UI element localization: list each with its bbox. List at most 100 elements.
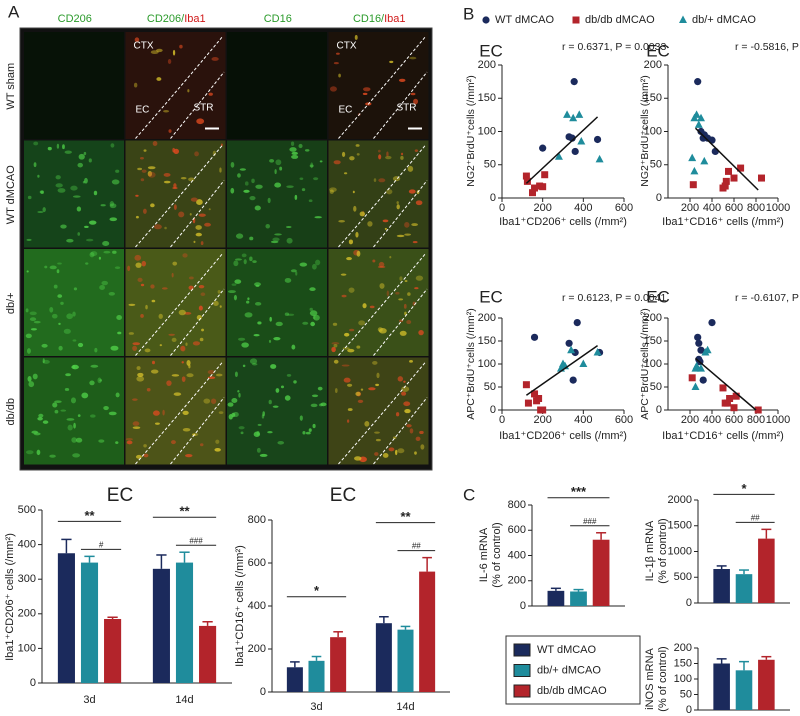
point [690, 166, 699, 175]
cell-signal [403, 401, 411, 407]
point [725, 167, 732, 175]
cell-signal [333, 160, 341, 165]
bar [375, 623, 392, 692]
region-boundary [135, 144, 224, 248]
column-label-part: Iba1 [384, 13, 405, 25]
cell-signal [376, 372, 380, 379]
x-axis-label: Iba1⁺CD16⁺ cells (/mm²) [662, 216, 784, 228]
y-axis-label: (% of control) [657, 646, 669, 711]
cell-signal [372, 259, 376, 263]
y-axis-label: NG2⁺BrdU⁺cells (/mm²) [465, 75, 477, 186]
cell-signal [335, 52, 340, 55]
cell-signal [60, 409, 67, 412]
cell-signal [97, 377, 102, 384]
cell-signal [64, 150, 72, 154]
cell-signal [98, 256, 102, 260]
y-tick-label: 200 [478, 59, 496, 71]
cell-signal [203, 398, 211, 404]
cell-signal [187, 89, 190, 93]
cell-signal [188, 177, 195, 182]
point [732, 392, 740, 400]
cell-signal [33, 141, 39, 146]
cell-signal [240, 431, 244, 435]
cell-signal [395, 449, 398, 456]
cell-signal [140, 283, 145, 287]
point [688, 153, 697, 162]
cell-signal [72, 311, 76, 317]
cell-signal [178, 211, 185, 218]
region-label: CTX [337, 41, 357, 52]
cell-signal [251, 178, 255, 184]
cell-signal [268, 399, 272, 405]
cell-signal [200, 241, 204, 246]
cell-signal [128, 303, 136, 306]
cell-signal [49, 306, 54, 313]
cell-signal [180, 176, 187, 180]
cell-signal [239, 168, 246, 171]
cell-signal [88, 220, 97, 225]
cell-signal [214, 447, 221, 452]
cell-signal [134, 254, 142, 261]
cell-signal [153, 224, 162, 230]
cell-signal [70, 185, 78, 191]
x-tick-label: 14d [396, 701, 414, 713]
cell-signal [207, 369, 215, 375]
cell-signal [189, 276, 194, 280]
cell-signal [255, 184, 263, 189]
cell-signal [53, 284, 58, 289]
cell-signal [338, 219, 345, 223]
cell-signal [198, 305, 203, 311]
row-label: db/+ [5, 292, 17, 314]
point [694, 120, 703, 128]
cell-signal [369, 305, 375, 309]
cell-signal [164, 226, 167, 230]
bar [758, 538, 775, 603]
cell-signal [134, 37, 140, 43]
cell-signal [181, 376, 186, 382]
axis-line [667, 318, 778, 411]
cell-signal [171, 440, 176, 445]
cell-signal [57, 262, 62, 265]
cell-signal [172, 186, 178, 190]
bar [199, 625, 217, 683]
point [541, 171, 549, 179]
cell-signal [56, 269, 60, 274]
y-tick-label: 100 [18, 642, 36, 654]
cell-signal [309, 287, 316, 291]
cell-signal [379, 283, 385, 289]
cell-signal [256, 430, 260, 436]
cell-signal [346, 419, 350, 423]
cell-signal [415, 436, 421, 442]
cell-signal [273, 336, 281, 341]
cell-signal [353, 205, 357, 212]
cell-signal [186, 359, 191, 366]
y-tick-label: 200 [248, 643, 266, 655]
x-tick-label: 600 [615, 414, 633, 426]
bar [713, 569, 730, 603]
cell-signal [27, 376, 32, 382]
x-axis-label: Iba1⁺CD16⁺ cells (/mm²) [662, 430, 784, 442]
cell-signal [227, 290, 236, 294]
cell-signal [49, 454, 56, 458]
cell-signal [73, 287, 78, 291]
y-axis-label: APC⁺BrdU⁺cells (/mm²) [639, 308, 651, 419]
cell-signal [64, 388, 70, 391]
cell-signal [98, 439, 105, 443]
cell-signal [70, 397, 77, 404]
cell-signal [25, 308, 29, 313]
cell-signal [244, 181, 249, 186]
cell-signal [404, 233, 412, 236]
regression-line [695, 357, 757, 411]
cell-signal [217, 290, 221, 294]
cell-signal [49, 265, 57, 270]
y-tick-label: 500 [674, 571, 692, 583]
cell-signal [347, 348, 355, 353]
cell-signal [189, 213, 192, 216]
cell-signal [404, 221, 410, 228]
cell-signal [302, 321, 309, 325]
point [689, 181, 697, 189]
cell-signal [279, 166, 283, 171]
cell-signal [172, 261, 178, 266]
point [694, 333, 702, 341]
cell-signal [364, 421, 370, 427]
